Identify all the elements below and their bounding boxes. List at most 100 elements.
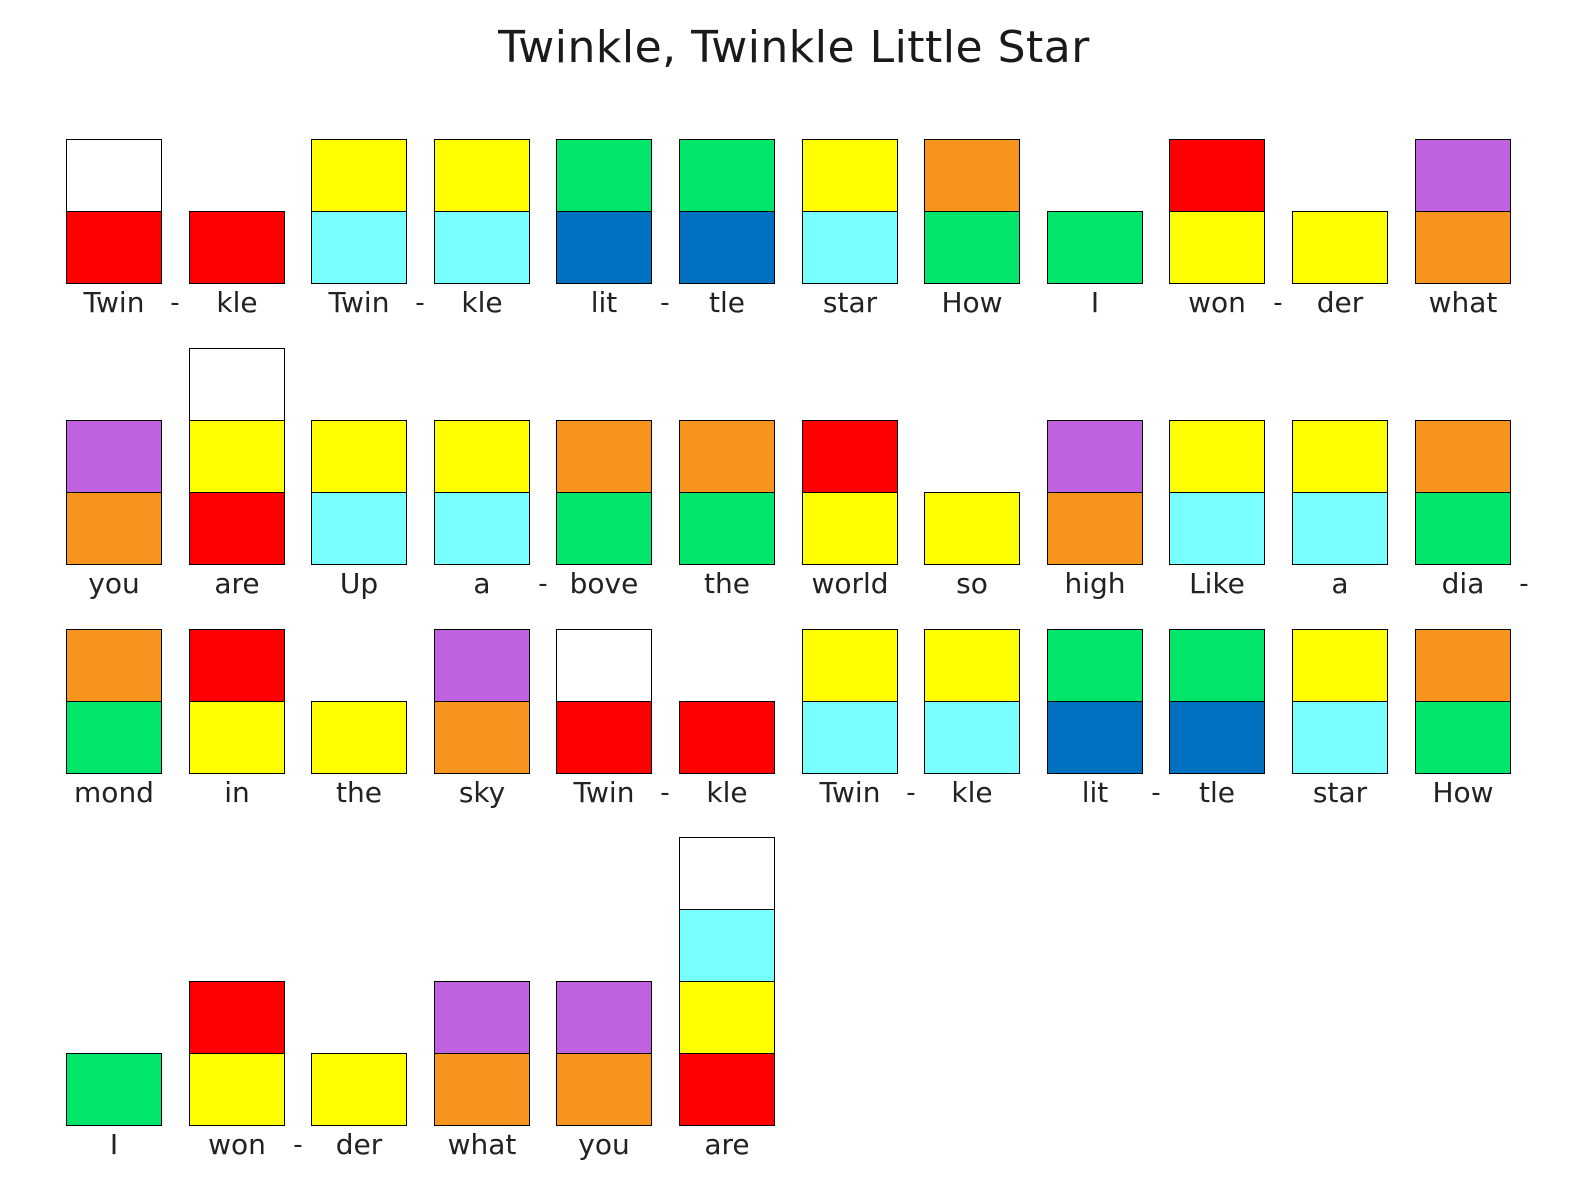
color-block-green [1047,211,1143,284]
color-block-yellow [924,492,1020,565]
syllable-label: in [224,776,250,809]
color-block-orange [1047,492,1143,565]
color-block-orange [556,420,652,493]
color-block-green [556,139,652,212]
color-block-purple [434,981,530,1054]
color-block-white [189,348,285,421]
syllable-label: Twin [83,286,145,319]
color-block-red [1169,139,1265,212]
color-block-red [189,211,285,284]
hyphen-mark: - [293,1130,303,1160]
hyphen-mark: - [1519,569,1529,599]
color-block-green [66,701,162,774]
color-block-cyan [924,701,1020,774]
color-block-orange [1415,420,1511,493]
color-block-red [802,420,898,493]
syllable-label: der [1316,286,1364,319]
syllable-label: Up [339,567,379,600]
color-block-purple [434,629,530,702]
color-block-yellow [189,701,285,774]
syllable-label: tle [1199,776,1235,809]
syllable-label: Twin [573,776,635,809]
color-block-white [679,837,775,910]
syllable-label: kle [216,286,258,319]
color-block-white [66,139,162,212]
color-block-yellow [802,139,898,212]
syllable-label: lit [590,286,618,319]
color-block-green [679,492,775,565]
color-block-green [1415,492,1511,565]
color-block-purple [1047,420,1143,493]
color-block-cyan [311,211,407,284]
syllable-label: bove [569,567,639,600]
color-block-orange [556,1053,652,1126]
color-block-yellow [311,139,407,212]
page-title: Twinkle, Twinkle Little Star [498,22,1090,73]
color-block-green [1047,629,1143,702]
color-block-yellow [311,1053,407,1126]
syllable-label: you [578,1128,630,1161]
color-block-orange [434,1053,530,1126]
syllable-label: you [88,567,140,600]
hyphen-mark: - [660,288,670,318]
syllable-label: so [956,567,988,600]
hyphen-mark: - [1151,778,1161,808]
color-block-orange [679,420,775,493]
syllable-label: are [214,567,260,600]
color-block-cyan [1292,492,1388,565]
syllable-label: How [1432,776,1494,809]
syllable-label: kle [706,776,748,809]
syllable-label: dia [1441,567,1485,600]
color-block-orange [66,492,162,565]
syllable-label: I [1090,286,1100,319]
color-block-yellow [311,701,407,774]
syllable-label: kle [951,776,993,809]
syllable-label: star [822,286,878,319]
color-block-orange [1415,211,1511,284]
color-block-blue [1169,701,1265,774]
color-block-red [189,629,285,702]
color-block-yellow [434,420,530,493]
color-block-blue [679,211,775,284]
syllable-label: what [1428,286,1498,319]
color-block-red [679,1053,775,1126]
syllable-label: a [473,567,491,600]
syllable-label: tle [709,286,745,319]
color-block-orange [924,139,1020,212]
syllable-label: high [1064,567,1126,600]
color-block-yellow [1292,420,1388,493]
color-block-yellow [189,420,285,493]
color-block-yellow [802,492,898,565]
color-block-red [556,701,652,774]
syllable-label: won [208,1128,266,1161]
color-block-red [189,981,285,1054]
color-block-cyan [1169,492,1265,565]
syllable-label: Twin [328,286,390,319]
color-block-cyan [679,909,775,982]
color-block-green [1415,701,1511,774]
color-block-red [66,211,162,284]
syllable-label: mond [74,776,154,809]
syllable-label: der [335,1128,383,1161]
color-block-purple [556,981,652,1054]
color-block-yellow [1292,211,1388,284]
color-block-yellow [1292,629,1388,702]
color-block-red [679,701,775,774]
color-block-cyan [434,211,530,284]
syllable-label: How [941,286,1003,319]
color-block-yellow [311,420,407,493]
color-block-yellow [802,629,898,702]
syllable-label: star [1312,776,1368,809]
syllable-label: I [109,1128,119,1161]
color-block-cyan [311,492,407,565]
color-block-blue [556,211,652,284]
hyphen-mark: - [906,778,916,808]
color-block-orange [1415,629,1511,702]
hyphen-mark: - [170,288,180,318]
color-block-orange [434,701,530,774]
syllable-label: sky [458,776,506,809]
syllable-label: are [704,1128,750,1161]
color-block-yellow [679,981,775,1054]
color-block-purple [66,420,162,493]
syllable-label: Like [1189,567,1245,600]
